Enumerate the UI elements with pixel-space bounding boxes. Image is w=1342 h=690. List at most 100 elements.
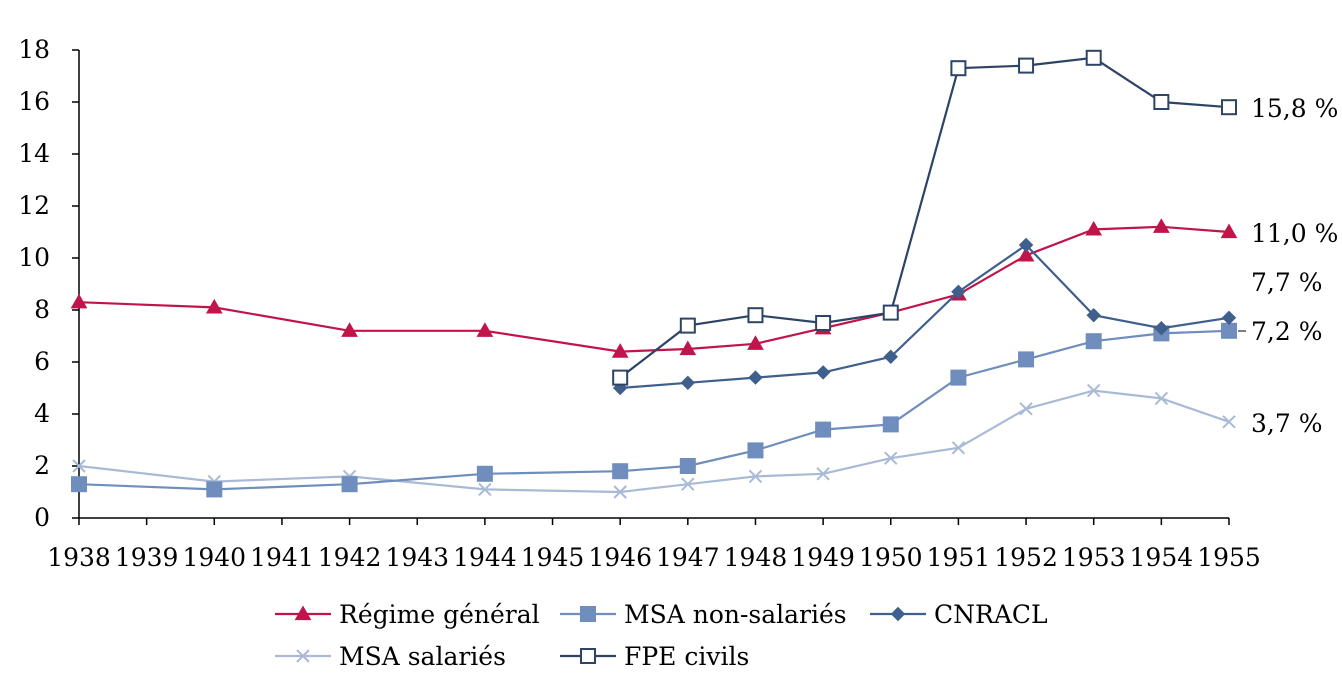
data-point-fpe-civils [679,317,696,334]
x-tick-label: 1942 [318,543,382,572]
end-labels: 11,0 % 7,2 % 7,7 % 3,7 % 15,8 % [1238,94,1338,438]
data-point-msa-salaries [816,467,830,481]
legend-label: CNRACL [934,600,1048,629]
data-point-cnracl [1154,320,1169,336]
data-point-regime-general [611,343,629,358]
data-point-msa-salaries [1019,402,1033,416]
data-point-regime-general [679,340,697,356]
data-point-msa-salaries [613,485,627,499]
series-line-regime-general [78,225,1230,353]
legend-swatch-marker [294,605,312,621]
data-point-regime-general [747,335,764,350]
data-point-msa-salaries [1086,383,1101,398]
end-label-cnracl: 7,7 % [1251,268,1322,297]
data-point-msa-salaries [951,441,966,455]
data-point-msa-non-salaries [1221,322,1237,339]
data-point-cnracl [1086,307,1101,323]
data-point-msa-non-salaries [950,369,967,386]
data-point-msa-salaries [681,477,695,491]
x-tick-label: 1948 [724,543,788,572]
data-point-msa-non-salaries [815,421,832,438]
series-line-msa-non-salaries [78,329,1230,491]
x-tick-label: 1940 [182,543,246,572]
data-point-cnracl [1018,237,1034,253]
x-tick-label: 1949 [791,543,855,572]
x-tick-label: 1943 [385,543,449,572]
y-tick-label: 14 [18,139,50,168]
data-point-cnracl [883,349,898,365]
end-label-fpe-civils: 15,8 % [1251,94,1338,123]
data-point-regime-general [70,293,88,309]
data-point-msa-salaries [748,469,763,484]
y-tick-label: 4 [34,399,50,428]
x-tick-label: 1953 [1062,543,1126,572]
data-point-msa-non-salaries [206,481,223,498]
data-point-cnracl [748,370,763,385]
data-point-regime-general [1152,218,1170,233]
legend-swatch-marker [296,649,310,663]
x-tick-label: 1946 [588,543,652,572]
data-point-cnracl [815,365,831,380]
y-tick-label: 6 [34,347,50,376]
data-point-cnracl [951,284,966,300]
legend-item-regime-general: Régime général [275,600,540,629]
data-point-msa-non-salaries [71,476,87,493]
legend-swatch-marker [580,606,596,622]
x-tick-label: 1939 [115,543,179,572]
legend-label: MSA salariés [339,642,506,671]
x-tick-label: 1951 [927,543,991,572]
data-point-msa-salaries [478,482,492,497]
y-tick-label: 18 [18,35,50,64]
y-tick-label: 12 [18,191,50,220]
data-point-msa-salaries [884,451,898,465]
series-line-fpe-civils [619,56,1230,379]
y-tick-label: 0 [34,503,50,532]
data-point-msa-non-salaries [341,476,358,493]
data-point-msa-non-salaries [612,463,629,480]
legend-item-msa-non-salaries: MSA non-salariés [560,600,847,629]
data-point-msa-salaries [1154,391,1169,406]
y-tick-label: 2 [34,451,50,480]
end-label-msa-salaries: 3,7 % [1251,409,1322,438]
series-line-cnracl [620,243,1230,390]
legend-swatch-marker [890,606,906,622]
end-label-regime-general: 11,0 % [1251,219,1338,248]
series-msa-non-salaries [71,322,1237,498]
data-point-fpe-civils [1153,94,1170,110]
data-point-fpe-civils [950,60,967,77]
legend-item-fpe-civils: FPE civils [560,642,749,671]
data-point-msa-non-salaries [476,465,493,482]
data-point-msa-non-salaries [679,458,696,474]
x-tick-label: 1947 [656,543,720,572]
data-point-msa-non-salaries [1085,333,1102,350]
legend-label: FPE civils [624,642,749,671]
series-fpe-civils [612,49,1237,386]
end-label-msa-non-salaries: 7,2 % [1251,317,1322,346]
data-point-msa-non-salaries [747,442,764,459]
x-tick-label: 1945 [521,543,585,572]
legend-label: Régime général [339,600,540,629]
series-regime-general [70,218,1238,358]
x-tick-label: 1941 [250,543,314,572]
x-tick-label: 1950 [859,543,923,572]
legend-label: MSA non-salariés [624,600,847,629]
legend-swatch-marker [580,648,596,664]
series-layer [70,49,1238,499]
legend: Régime général MSA non-salariés CNRACL MSA … [275,600,1048,671]
data-point-regime-general [1085,220,1103,236]
data-point-fpe-civils [1221,99,1237,116]
data-point-msa-non-salaries [882,416,899,433]
data-point-fpe-civils [1085,49,1102,66]
data-point-fpe-civils [882,304,899,321]
data-point-cnracl [680,375,696,391]
y-tick-label: 8 [34,295,50,324]
legend-item-msa-salaries: MSA salariés [275,642,506,671]
data-point-msa-salaries [72,459,86,473]
data-point-fpe-civils [815,315,832,331]
x-tick-label: 1944 [453,543,517,572]
data-point-regime-general [1220,223,1238,239]
data-point-msa-salaries [1222,415,1236,429]
